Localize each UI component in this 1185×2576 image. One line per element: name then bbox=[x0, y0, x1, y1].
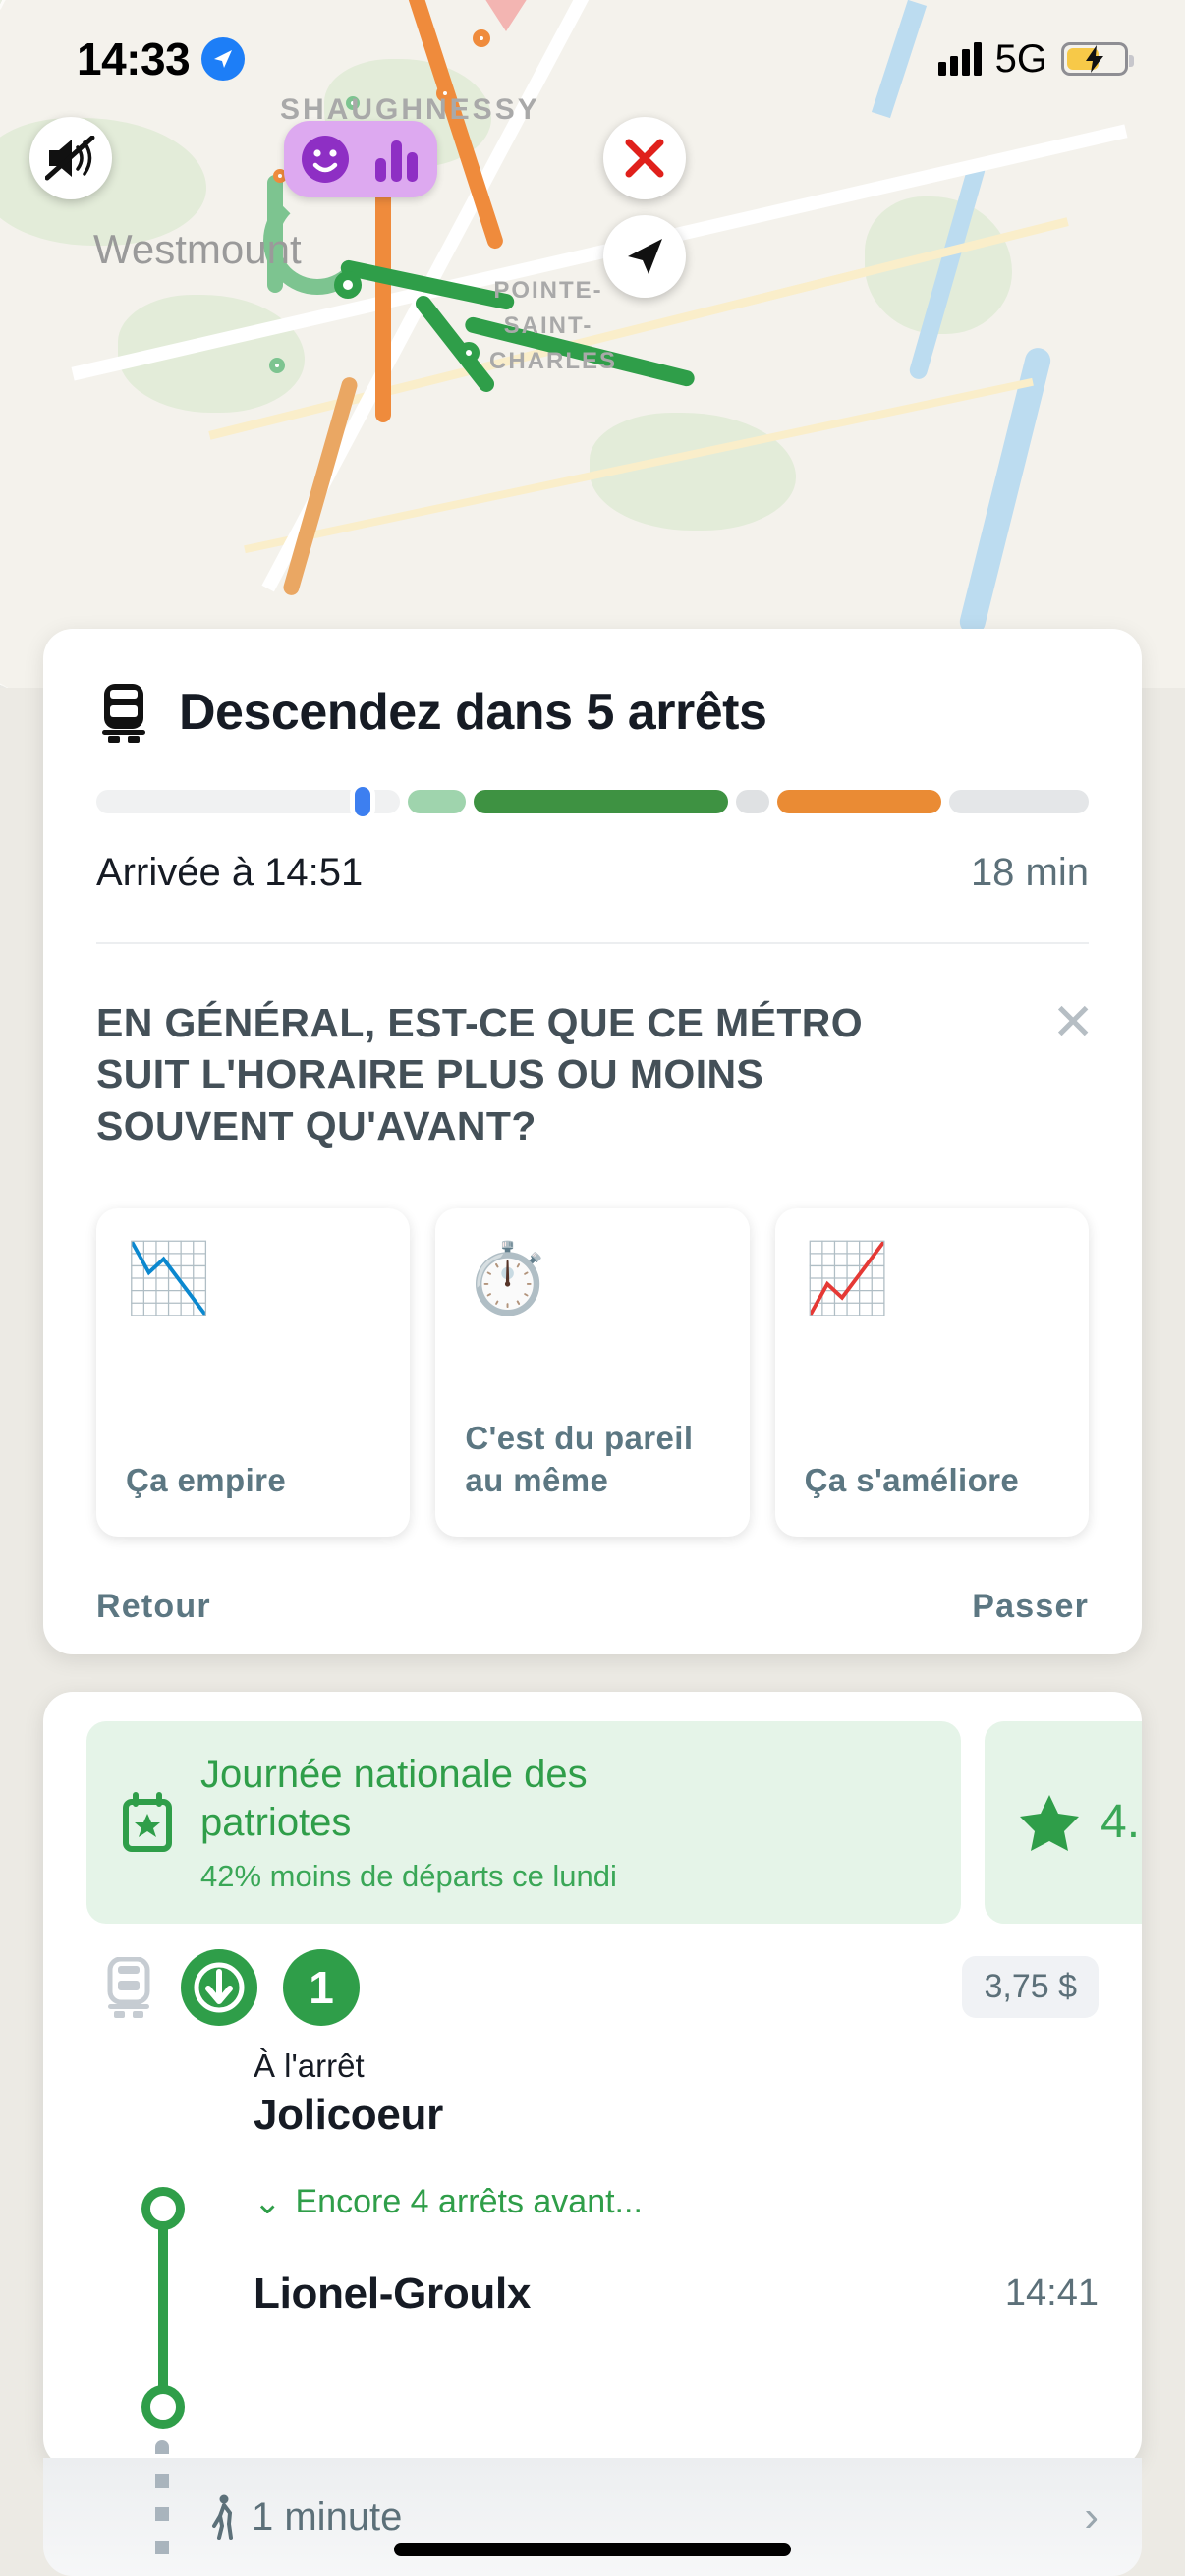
chart-decreasing-icon: 📉 bbox=[126, 1240, 212, 1317]
network-label: 5G bbox=[994, 36, 1047, 81]
map-transit-station bbox=[269, 358, 285, 373]
map-transit-station bbox=[458, 342, 480, 364]
close-navigation-button[interactable] bbox=[603, 117, 686, 199]
star-icon bbox=[1020, 1794, 1079, 1851]
route-leg-header: 1 3,75 $ bbox=[86, 1948, 1099, 2026]
home-indicator bbox=[394, 2543, 791, 2556]
rating-banner[interactable]: 4. bbox=[985, 1721, 1142, 1924]
route-line bbox=[158, 2208, 168, 2417]
trip-header: Descendez dans 5 arrêts bbox=[96, 682, 1089, 743]
battery-charging-icon bbox=[1061, 42, 1134, 76]
alight-stop-row[interactable]: Lionel-Groulx 14:41 bbox=[254, 2269, 1099, 2319]
rating-value: 4. bbox=[1100, 1796, 1141, 1849]
chevron-right-icon[interactable]: › bbox=[1084, 2492, 1099, 2541]
navigation-arrow-icon bbox=[628, 239, 662, 274]
alight-stop-time: 14:41 bbox=[1004, 2272, 1099, 2315]
trip-progress-bar[interactable] bbox=[96, 782, 1089, 821]
route-stop-dot bbox=[141, 2384, 185, 2429]
trip-title: Descendez dans 5 arrêts bbox=[179, 684, 767, 741]
recenter-button[interactable] bbox=[603, 215, 686, 298]
survey-option-label: C'est du pareil au même bbox=[465, 1419, 694, 1498]
calendar-star-icon bbox=[123, 1791, 172, 1852]
boarding-status: À l'arrêt bbox=[254, 2046, 365, 2084]
trip-card: Descendez dans 5 arrêts Arrivée à 14:51 … bbox=[43, 629, 1142, 1654]
survey-option-better[interactable]: 📈 Ça s'améliore bbox=[774, 1208, 1089, 1538]
chevron-down-icon: ⌄ bbox=[254, 2183, 282, 2221]
close-x-icon bbox=[625, 139, 664, 178]
survey-actions: Retour Passer bbox=[96, 1588, 1089, 1626]
map-transit-station bbox=[436, 84, 454, 102]
event-text: Journée nationale des patriotes 42% moin… bbox=[200, 1751, 711, 1894]
fare-badge: 3,75 $ bbox=[962, 1956, 1099, 2019]
map-label-pointe-saint-charles: POINTE- SAINT- CHARLES bbox=[489, 277, 618, 374]
stopwatch-icon: ⏱️ bbox=[465, 1240, 551, 1317]
route-line-number: 1 bbox=[283, 1948, 360, 2026]
route-leg: 1 3,75 $ À l'arrêt Jolicoeur ⌄ Encore 4 … bbox=[43, 1924, 1142, 2429]
progress-segment bbox=[408, 790, 466, 813]
metro-train-icon bbox=[107, 1956, 150, 2018]
destination-pin-icon bbox=[485, 0, 527, 31]
progress-segment bbox=[473, 790, 729, 813]
navigation-arrow-icon bbox=[201, 37, 246, 81]
map-transit-station bbox=[473, 29, 490, 47]
map-canvas[interactable]: SHAUGHNESSY Westmount POINTE- SAINT- CHARL… bbox=[0, 0, 1185, 688]
event-title: Journée nationale des patriotes bbox=[200, 1753, 588, 1844]
map-transit-line-orange bbox=[375, 177, 391, 422]
walk-dotted-line bbox=[155, 2440, 169, 2562]
mute-button[interactable] bbox=[29, 117, 112, 199]
survey-section: ✕ En général, est-ce que ce métro suit l… bbox=[96, 944, 1095, 1626]
boarding-stop-name: Jolicoeur bbox=[254, 2090, 443, 2139]
status-indicators: 5G bbox=[937, 36, 1134, 82]
progress-segment bbox=[948, 790, 1089, 813]
chart-increasing-icon: 📈 bbox=[804, 1240, 890, 1317]
walk-leg-row[interactable]: 1 minute › bbox=[43, 2440, 1142, 2576]
survey-skip-button[interactable]: Passer bbox=[972, 1588, 1089, 1626]
bar-chart-icon bbox=[375, 140, 418, 182]
cellular-bars-icon bbox=[937, 42, 982, 76]
expand-stops-button[interactable]: ⌄ Encore 4 arrêts avant... bbox=[254, 2183, 1099, 2222]
status-bar: 14:33 5G bbox=[0, 0, 1185, 118]
progress-segment bbox=[736, 790, 769, 813]
smiley-face-icon bbox=[302, 136, 349, 183]
event-banner[interactable]: Journée nationale des patriotes 42% moin… bbox=[86, 1721, 961, 1924]
feedback-pill-button[interactable] bbox=[284, 121, 437, 197]
banner-row: Journée nationale des patriotes 42% moin… bbox=[43, 1692, 1142, 1924]
survey-back-button[interactable]: Retour bbox=[96, 1588, 211, 1626]
map-transit-station bbox=[346, 96, 360, 110]
survey-option-label: Ça s'améliore bbox=[804, 1461, 1020, 1498]
survey-option-label: Ça empire bbox=[126, 1461, 287, 1498]
metro-train-icon bbox=[102, 684, 145, 743]
survey-option-same[interactable]: ⏱️ C'est du pareil au même bbox=[435, 1208, 750, 1538]
map-label-westmount: Westmount bbox=[93, 226, 302, 272]
close-survey-icon[interactable]: ✕ bbox=[1051, 994, 1095, 1051]
survey-question: En général, est-ce que ce métro suit l'h… bbox=[96, 1000, 864, 1148]
walk-text: 1 minute bbox=[112, 2494, 402, 2540]
boarding-stop-block[interactable]: À l'arrêt Jolicoeur ⌄ Encore 4 arrêts av… bbox=[86, 2047, 1099, 2319]
duration-label: 18 min bbox=[970, 851, 1089, 894]
progress-cursor bbox=[349, 782, 375, 821]
map-label-shaughnessy: SHAUGHNESSY bbox=[280, 93, 540, 126]
event-subtitle: 42% moins de départs ce lundi bbox=[200, 1858, 617, 1893]
arrow-down-circle-icon bbox=[181, 1948, 257, 2026]
route-stop-dot bbox=[141, 2186, 185, 2230]
arrival-label: Arrivée à 14:51 bbox=[96, 851, 364, 894]
clock-time: 14:33 bbox=[77, 33, 191, 84]
divider bbox=[96, 942, 1089, 944]
survey-options: 📉 Ça empire ⏱️ C'est du pareil au même 📈… bbox=[96, 1208, 1089, 1538]
walking-person-icon bbox=[212, 2494, 233, 2540]
speaker-muted-icon bbox=[45, 136, 95, 181]
walk-duration-label: 1 minute bbox=[252, 2494, 403, 2539]
bottom-sheet: Descendez dans 5 arrêts Arrivée à 14:51 … bbox=[0, 629, 1185, 2576]
survey-option-worse[interactable]: 📉 Ça empire bbox=[96, 1208, 411, 1538]
route-card: Journée nationale des patriotes 42% moin… bbox=[43, 1692, 1142, 2468]
expand-stops-label: Encore 4 arrêts avant... bbox=[295, 2183, 643, 2221]
status-clock: 14:33 bbox=[77, 32, 246, 85]
progress-segment bbox=[776, 790, 941, 813]
map-transit-station bbox=[334, 271, 362, 299]
alight-stop-name: Lionel-Groulx bbox=[254, 2268, 532, 2318]
trip-meta: Arrivée à 14:51 18 min bbox=[96, 851, 1089, 895]
